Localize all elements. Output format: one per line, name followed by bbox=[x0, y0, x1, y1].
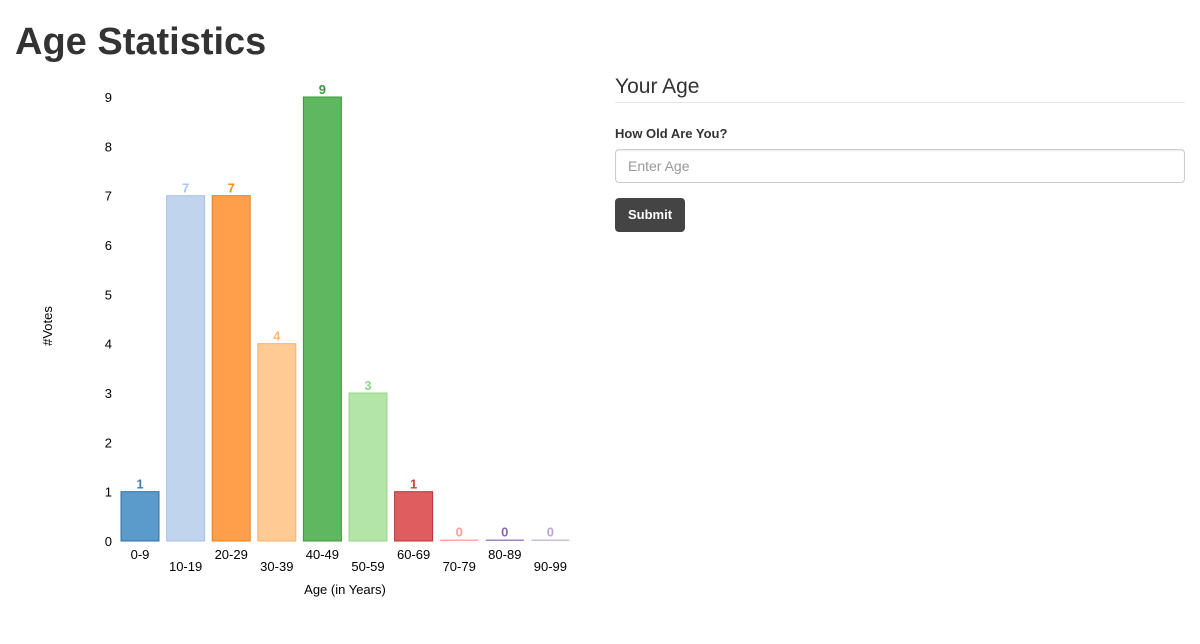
bar-value-label: 0 bbox=[547, 525, 554, 540]
bar-40-49 bbox=[302, 96, 342, 542]
bar-80-89 bbox=[485, 539, 524, 541]
x-tick-label: 70-79 bbox=[443, 559, 476, 574]
form-legend: Your Age bbox=[615, 72, 1185, 103]
submit-button[interactable]: Submit bbox=[615, 198, 686, 232]
age-chart: 0 1 2 3 4 5 6 7 8 9 1 7 7 4 9 3 1 0 0 0 0-9 10-19 20-29 30-39… bbox=[0, 70, 600, 644]
bar-30-39 bbox=[257, 343, 297, 542]
x-axis: 0-9 10-19 20-29 30-39 40-49 50-59 60-69 70-79 80… bbox=[131, 547, 567, 574]
x-tick-label: 0-9 bbox=[131, 547, 150, 562]
y-tick-label: 1 bbox=[105, 485, 112, 500]
bar-0-9 bbox=[120, 491, 160, 542]
bar-value-label: 7 bbox=[182, 181, 189, 196]
bar-value-label: 4 bbox=[273, 329, 281, 344]
age-input[interactable] bbox=[615, 149, 1185, 183]
y-tick-label: 6 bbox=[105, 238, 112, 253]
x-axis-label: Age (in Years) bbox=[304, 582, 386, 597]
y-axis-label: #Votes bbox=[40, 306, 55, 346]
y-tick-label: 4 bbox=[105, 337, 112, 352]
bar-90-99 bbox=[531, 539, 570, 541]
bar-value-label: 9 bbox=[319, 82, 326, 97]
bar-10-19 bbox=[166, 195, 206, 542]
bar-70-79 bbox=[440, 539, 479, 541]
bar-value-label: 3 bbox=[364, 378, 371, 393]
bar-value-label: 7 bbox=[228, 181, 235, 196]
x-tick-label: 50-59 bbox=[351, 559, 384, 574]
x-tick-label: 10-19 bbox=[169, 559, 202, 574]
bar-value-label: 0 bbox=[501, 525, 508, 540]
x-tick-label: 90-99 bbox=[534, 559, 567, 574]
bar-20-29 bbox=[211, 195, 251, 542]
y-tick-label: 5 bbox=[105, 287, 112, 302]
y-tick-label: 3 bbox=[105, 386, 112, 401]
bar-series: 1 7 7 4 9 3 1 0 0 0 bbox=[120, 82, 570, 542]
x-tick-label: 30-39 bbox=[260, 559, 293, 574]
y-tick-label: 0 bbox=[105, 534, 112, 549]
x-tick-label: 20-29 bbox=[215, 547, 248, 562]
bar-value-label: 0 bbox=[456, 525, 463, 540]
bar-value-label: 1 bbox=[410, 477, 417, 492]
age-field-label: How Old Are You? bbox=[615, 126, 728, 141]
y-axis: 0 1 2 3 4 5 6 7 8 9 bbox=[105, 90, 112, 549]
page-title: Age Statistics bbox=[15, 21, 267, 63]
y-tick-label: 9 bbox=[105, 90, 112, 105]
bar-value-label: 1 bbox=[136, 477, 143, 492]
bar-chart-svg: 0 1 2 3 4 5 6 7 8 9 1 7 7 4 9 3 1 0 0 0 0-9 10-19 20-29 30-39… bbox=[40, 82, 570, 597]
y-tick-label: 2 bbox=[105, 435, 112, 450]
bar-50-59 bbox=[348, 392, 388, 542]
y-tick-label: 8 bbox=[105, 139, 112, 154]
bar-60-69 bbox=[394, 491, 434, 542]
x-tick-label: 60-69 bbox=[397, 547, 430, 562]
x-tick-label: 40-49 bbox=[306, 547, 339, 562]
age-form: Your Age How Old Are You? Submit bbox=[615, 72, 1185, 232]
x-tick-label: 80-89 bbox=[488, 547, 521, 562]
y-tick-label: 7 bbox=[105, 189, 112, 204]
